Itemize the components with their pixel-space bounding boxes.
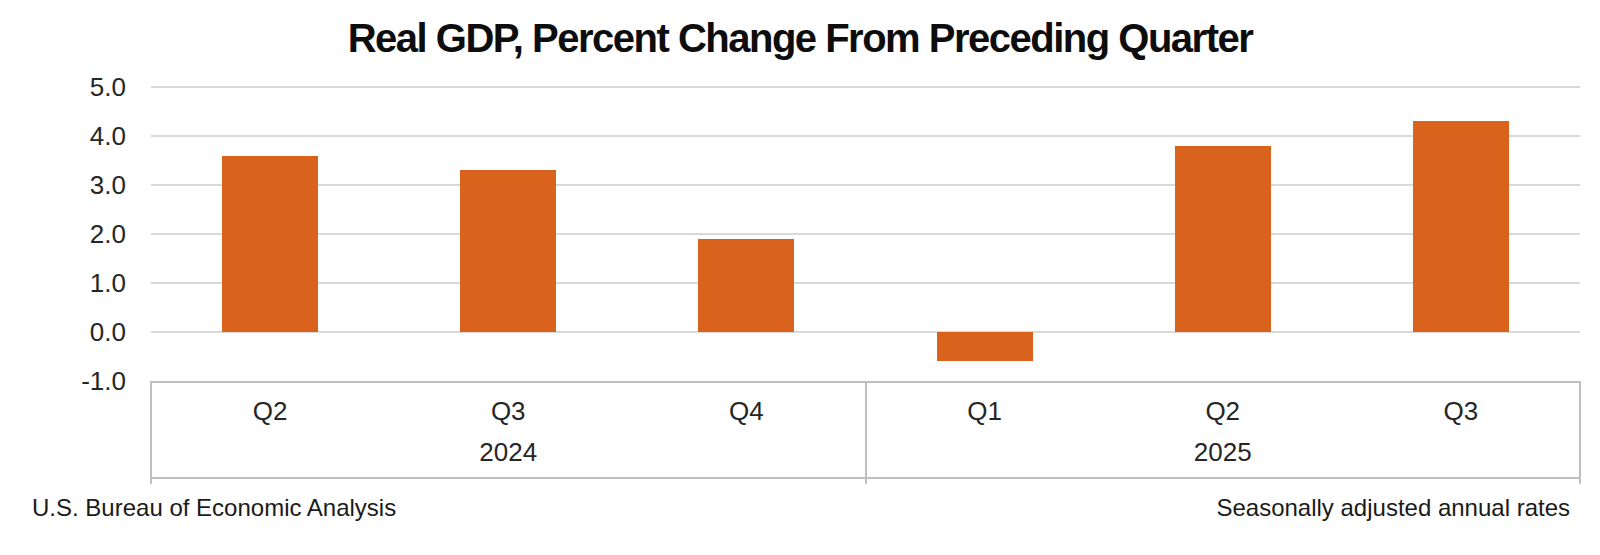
quarter-label: Q1 [866,396,1104,427]
y-tick-label: 1.0 [0,268,126,299]
y-tick-label: 0.0 [0,317,126,348]
y-tick-label: 3.0 [0,170,126,201]
source-note: U.S. Bureau of Economic Analysis [32,494,396,522]
quarter-label: Q3 [389,396,627,427]
gridline [151,135,1580,137]
bar-q2-2024 [222,156,318,332]
year-label: 2024 [151,437,866,468]
year-label: 2025 [866,437,1581,468]
chart-title: Real GDP, Percent Change From Preceding … [0,16,1600,61]
quarter-label: Q3 [1342,396,1580,427]
quarter-label: Q2 [151,396,389,427]
gridline [151,282,1580,284]
gdp-bar-chart: Real GDP, Percent Change From Preceding … [0,0,1600,555]
gridline [151,233,1580,235]
y-tick-label: -1.0 [0,366,126,397]
gridline [151,184,1580,186]
y-tick-label: 5.0 [0,72,126,103]
bar-q1-2025 [937,332,1033,361]
bar-q4-2024 [698,239,794,332]
quarter-label: Q4 [627,396,865,427]
adjustment-note: Seasonally adjusted annual rates [1216,494,1570,522]
y-tick-label: 2.0 [0,219,126,250]
gridline [151,331,1580,333]
bar-q2-2025 [1175,146,1271,332]
quarter-label: Q2 [1104,396,1342,427]
bar-q3-2024 [460,170,556,332]
y-tick-label: 4.0 [0,121,126,152]
gridline [151,86,1580,88]
bar-q3-2025 [1413,121,1509,332]
